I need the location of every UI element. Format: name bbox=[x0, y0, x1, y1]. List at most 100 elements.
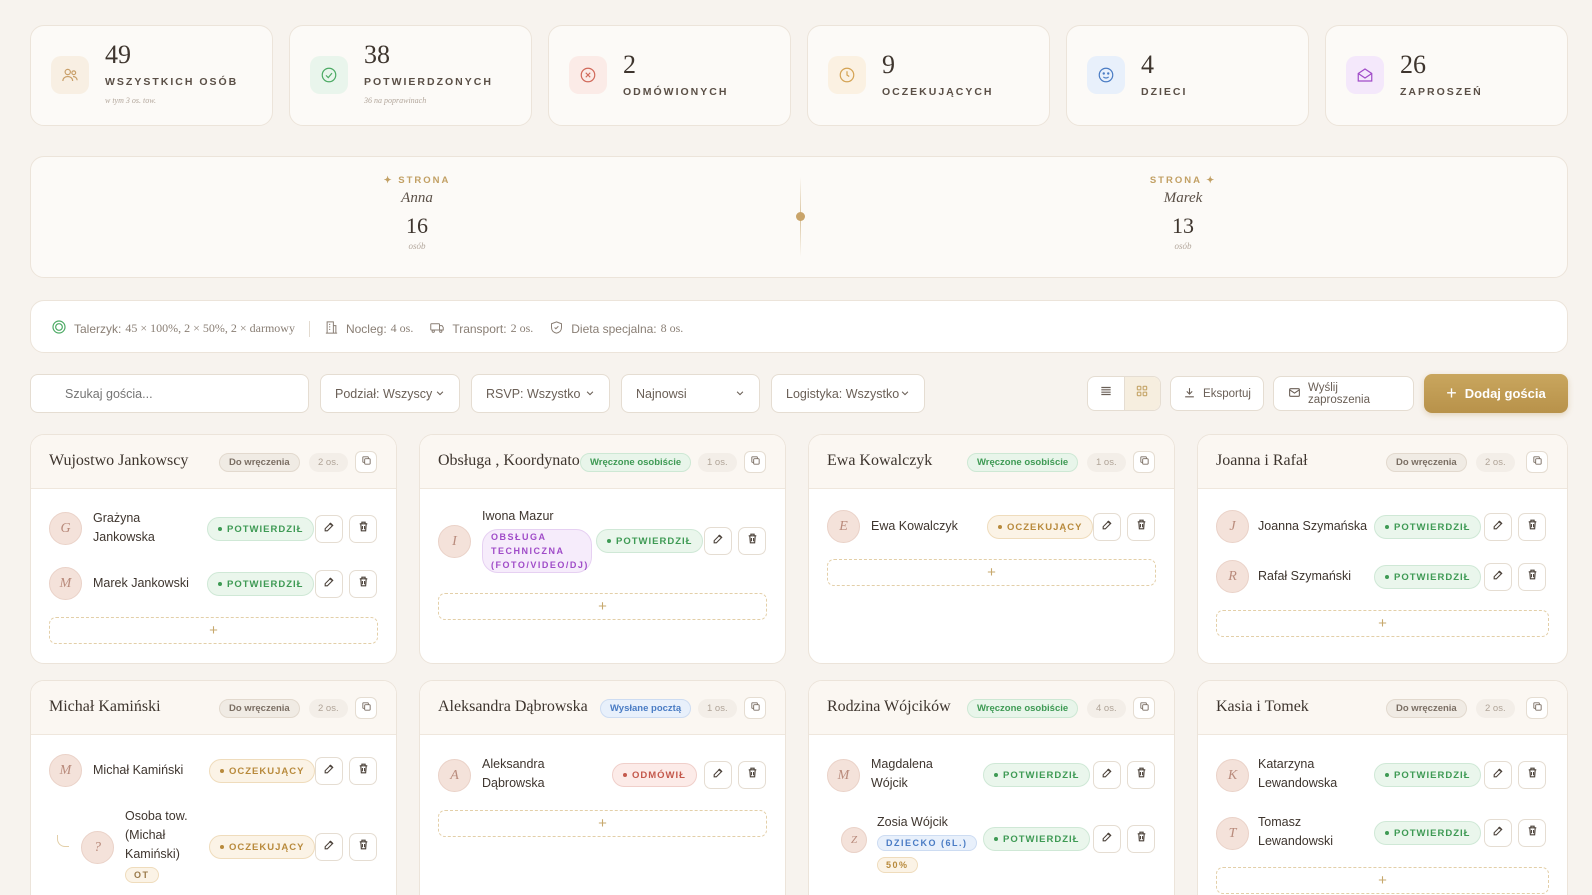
add-guest-to-group-button[interactable]: + bbox=[438, 593, 767, 620]
stat-label: POTWIERDZONYCH bbox=[364, 76, 493, 88]
edit-button[interactable] bbox=[1484, 761, 1512, 789]
edit-icon bbox=[323, 575, 336, 593]
companion-connector bbox=[57, 835, 69, 847]
edit-button[interactable] bbox=[1484, 513, 1512, 541]
copy-icon bbox=[1139, 699, 1150, 717]
shield-icon bbox=[549, 320, 564, 338]
delete-button[interactable] bbox=[349, 833, 377, 861]
send-invitations-button[interactable]: Wyślij zaproszenia bbox=[1273, 376, 1414, 411]
copy-button[interactable] bbox=[744, 697, 766, 719]
group-title: Aleksandra Dąbrowska bbox=[438, 698, 588, 715]
search-input[interactable] bbox=[30, 374, 309, 413]
stat-card-invitations: 26 ZAPROSZEŃ bbox=[1325, 25, 1568, 126]
chevron-down-icon bbox=[735, 387, 745, 401]
invitation-status-badge: Wręczone osobiście bbox=[580, 453, 692, 472]
delete-button[interactable] bbox=[738, 761, 766, 789]
avatar: M bbox=[49, 754, 82, 787]
copy-icon bbox=[1532, 699, 1543, 717]
plate-percent-badge: 50% bbox=[877, 857, 918, 873]
edit-button[interactable] bbox=[315, 570, 343, 598]
copy-button[interactable] bbox=[1526, 451, 1548, 473]
stat-label: OCZEKUJĄCYCH bbox=[882, 86, 994, 98]
copy-button[interactable] bbox=[744, 451, 766, 473]
chevron-down-icon bbox=[585, 387, 595, 401]
guest-name: Iwona Mazur bbox=[482, 509, 554, 523]
group-title: Kasia i Tomek bbox=[1216, 698, 1309, 715]
stat-label: WSZYSTKICH OSÓB bbox=[105, 76, 239, 88]
guest-row: G Grażyna Jankowska POTWIERDZIŁ bbox=[49, 509, 378, 549]
delete-button[interactable] bbox=[1518, 819, 1546, 847]
edit-button[interactable] bbox=[1484, 563, 1512, 591]
delete-button[interactable] bbox=[1127, 825, 1155, 853]
edit-button[interactable] bbox=[315, 757, 343, 785]
delete-button[interactable] bbox=[349, 515, 377, 543]
guest-name: Rafał Szymański bbox=[1258, 569, 1352, 583]
edit-button[interactable] bbox=[315, 515, 343, 543]
copy-button[interactable] bbox=[1133, 697, 1155, 719]
trash-icon bbox=[1135, 830, 1148, 848]
add-guest-to-group-button[interactable]: + bbox=[49, 617, 378, 644]
rsvp-status-badge: POTWIERDZIŁ bbox=[1374, 565, 1482, 589]
stat-card-confirmed: 38 POTWIERDZONYCH 36 na poprawinach bbox=[289, 25, 532, 126]
diet-value: 8 os. bbox=[660, 321, 684, 335]
edit-button[interactable] bbox=[704, 761, 732, 789]
guest-name: Magdalena Wójcik bbox=[871, 757, 933, 790]
copy-icon bbox=[1532, 453, 1543, 471]
rsvp-status-badge: POTWIERDZIŁ bbox=[1374, 821, 1482, 845]
add-guest-to-group-button[interactable]: + bbox=[1216, 610, 1549, 637]
invitation-status-badge: Do wręczenia bbox=[219, 453, 300, 472]
stat-card-total: 49 WSZYSTKICH OSÓB w tym 3 os. tow. bbox=[30, 25, 273, 126]
delete-button[interactable] bbox=[1127, 513, 1155, 541]
delete-button[interactable] bbox=[1127, 761, 1155, 789]
avatar: A bbox=[438, 759, 471, 792]
delete-button[interactable] bbox=[1518, 513, 1546, 541]
side-unit: osób bbox=[1174, 241, 1192, 251]
sort-select[interactable]: Najnowsi bbox=[621, 374, 760, 413]
trash-icon bbox=[357, 520, 370, 538]
edit-button[interactable] bbox=[1093, 513, 1121, 541]
edit-button[interactable] bbox=[1484, 819, 1512, 847]
list-view-button[interactable] bbox=[1088, 377, 1124, 410]
add-guest-button[interactable]: + Dodaj gościa bbox=[1424, 374, 1568, 413]
avatar: I bbox=[438, 525, 471, 558]
filter-rsvp-select[interactable]: RSVP: Wszystko bbox=[471, 374, 610, 413]
copy-button[interactable] bbox=[1526, 697, 1548, 719]
lodging-value: 4 os. bbox=[390, 321, 414, 335]
stat-sub: 36 na poprawinach bbox=[364, 96, 427, 105]
delete-button[interactable] bbox=[1518, 563, 1546, 591]
rsvp-status-badge: POTWIERDZIŁ bbox=[596, 529, 704, 553]
side-groom: STRONA ✦ Marek 13 osób bbox=[1083, 175, 1283, 251]
side-count: 16 bbox=[406, 213, 428, 238]
edit-icon bbox=[323, 520, 336, 538]
stat-card-pending: 9 OCZEKUJĄCYCH bbox=[807, 25, 1050, 126]
add-guest-to-group-button[interactable]: + bbox=[438, 810, 767, 837]
filter-logistics-select[interactable]: Logistyka: Wszystko bbox=[771, 374, 925, 413]
grid-view-button[interactable] bbox=[1123, 377, 1160, 410]
edit-button[interactable] bbox=[1093, 825, 1121, 853]
delete-button[interactable] bbox=[738, 527, 766, 555]
filter-split-select[interactable]: Podział: Wszyscy bbox=[320, 374, 460, 413]
delete-button[interactable] bbox=[349, 757, 377, 785]
edit-button[interactable] bbox=[315, 833, 343, 861]
trash-icon bbox=[357, 762, 370, 780]
group-count: 2 os. bbox=[1476, 453, 1515, 472]
copy-button[interactable] bbox=[1133, 451, 1155, 473]
guest-row: M Marek Jankowski POTWIERDZIŁ bbox=[49, 564, 378, 604]
delete-button[interactable] bbox=[1518, 761, 1546, 789]
guest-name: Zosia Wójcik bbox=[877, 815, 948, 829]
guest-row: K Katarzyna Lewandowska POTWIERDZIŁ bbox=[1216, 755, 1549, 795]
guest-name: Osoba tow. (Michał Kamiński) bbox=[125, 809, 188, 861]
add-guest-to-group-button[interactable]: + bbox=[827, 559, 1156, 586]
guest-row: R Rafał Szymański POTWIERDZIŁ bbox=[1216, 557, 1549, 597]
logistics-bar: Talerzyk: 45 × 100%, 2 × 50%, 2 × darmow… bbox=[30, 300, 1568, 353]
guest-row: I Iwona Mazur OBSŁUGA TECHNICZNA (FOTO/VID… bbox=[438, 507, 767, 577]
trash-icon bbox=[357, 575, 370, 593]
edit-icon bbox=[712, 532, 725, 550]
add-guest-to-group-button[interactable]: + bbox=[1216, 867, 1549, 894]
edit-button[interactable] bbox=[1093, 761, 1121, 789]
copy-button[interactable] bbox=[355, 451, 377, 473]
export-button[interactable]: Eksportuj bbox=[1170, 376, 1264, 411]
delete-button[interactable] bbox=[349, 570, 377, 598]
copy-button[interactable] bbox=[355, 697, 377, 719]
edit-button[interactable] bbox=[704, 527, 732, 555]
